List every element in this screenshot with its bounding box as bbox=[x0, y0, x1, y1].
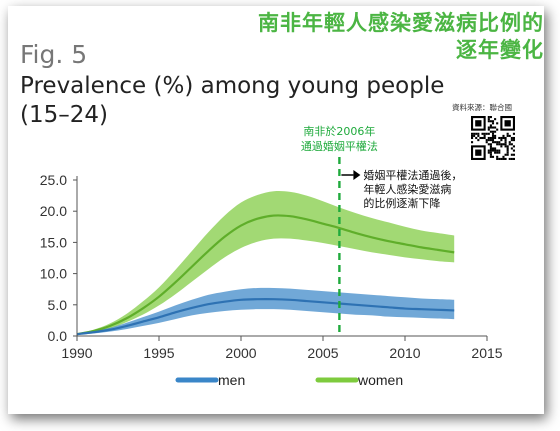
x-tick-label: 1990 bbox=[61, 345, 92, 361]
legend-label-men: men bbox=[218, 372, 245, 388]
x-tick-label: 1995 bbox=[143, 345, 174, 361]
x-tick-label: 2010 bbox=[389, 345, 420, 361]
y-tick-label: 20.0 bbox=[40, 203, 67, 219]
annotation-2006-label: 南非於2006年 bbox=[303, 124, 375, 138]
trend-annotation-label: 的比例逐漸下降 bbox=[363, 196, 440, 210]
annotation-arrow-icon bbox=[353, 170, 360, 180]
y-tick-label: 0.0 bbox=[48, 328, 68, 344]
y-tick-label: 15.0 bbox=[40, 234, 67, 250]
trend-annotation-label: 婚姻平權法通過後， bbox=[363, 168, 462, 182]
y-tick-label: 25.0 bbox=[40, 172, 67, 188]
y-tick-label: 10.0 bbox=[40, 266, 67, 282]
x-tick-label: 2015 bbox=[471, 345, 502, 361]
x-tick-label: 2000 bbox=[225, 345, 256, 361]
annotation-2006-label: 通過婚姻平權法 bbox=[301, 139, 378, 153]
y-tick-label: 5.0 bbox=[48, 297, 68, 313]
trend-annotation-label: 年輕人感染愛滋病 bbox=[363, 182, 451, 196]
x-tick-label: 2005 bbox=[307, 345, 338, 361]
legend-label-women: women bbox=[357, 372, 403, 388]
